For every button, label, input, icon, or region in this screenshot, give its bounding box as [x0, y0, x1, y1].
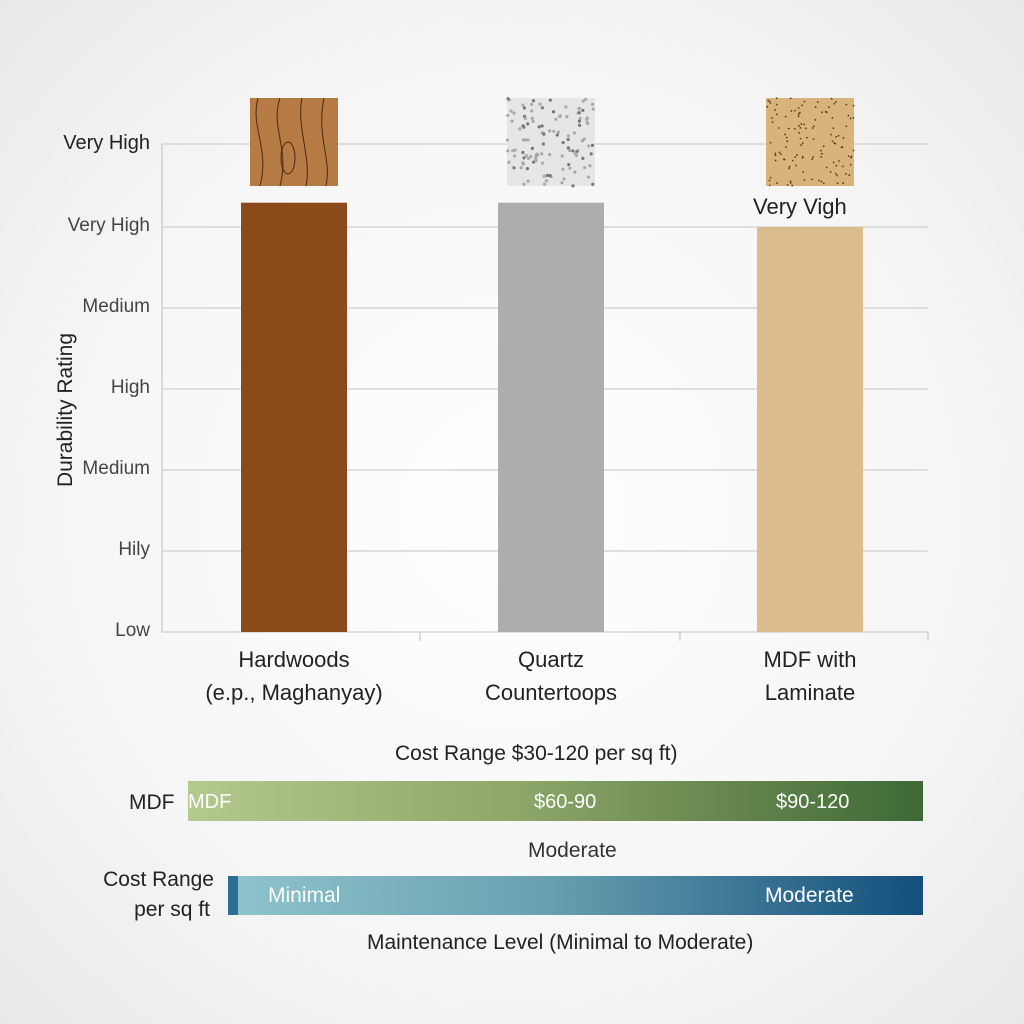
- cost-segment-mdf: MDF: [188, 791, 232, 813]
- bar-2: [757, 227, 863, 632]
- category-label: Hardwoods: [238, 647, 350, 672]
- y-axis-title: Durability Rating: [54, 332, 77, 488]
- category-label: (e.p., Maghanyay): [205, 680, 383, 705]
- bar-1: [498, 202, 604, 632]
- category-label: Quartz: [517, 647, 585, 672]
- y-tick-label: Very High: [67, 215, 150, 236]
- maintenance-title: Maintenance Level (Minimal to Moderate): [367, 931, 754, 954]
- durability-chart: [161, 97, 929, 641]
- cost-range-bar: MDF $60-90 $90-120: [188, 781, 923, 821]
- mdf-particle-swatch: [766, 97, 855, 187]
- wood-grain-swatch: [250, 97, 338, 187]
- maintenance-bar: Minimal Moderate: [228, 876, 923, 915]
- maintenance-row-label-2: per sq ft: [134, 898, 210, 921]
- bar-annotation: Very Vigh: [753, 194, 847, 219]
- cost-segment-90-120: $90-120: [776, 791, 850, 813]
- y-tick-label: Low: [115, 620, 150, 641]
- y-tick-label: Very High: [63, 132, 150, 154]
- quartz-speckle-swatch: [505, 97, 595, 188]
- category-label: Laminate: [764, 680, 856, 705]
- maintenance-segment-moderate: Moderate: [765, 884, 854, 907]
- bar-0: [241, 202, 347, 632]
- cost-segment-60-90: $60-90: [534, 791, 597, 813]
- maintenance-row-label-1: Cost Range: [103, 868, 214, 891]
- category-label: MDF with: [763, 647, 857, 672]
- maintenance-top-label: Moderate: [528, 839, 617, 862]
- cost-row-label: MDF: [129, 791, 175, 814]
- y-tick-label: Medium: [82, 458, 150, 479]
- cost-title: Cost Range $30-120 per sq ft): [395, 742, 678, 765]
- maintenance-segment-minimal: Minimal: [268, 884, 341, 907]
- category-label: Countertoops: [484, 680, 618, 705]
- y-tick-label: Hily: [118, 539, 150, 560]
- y-tick-label: Medium: [82, 296, 150, 317]
- y-tick-label: High: [110, 377, 150, 398]
